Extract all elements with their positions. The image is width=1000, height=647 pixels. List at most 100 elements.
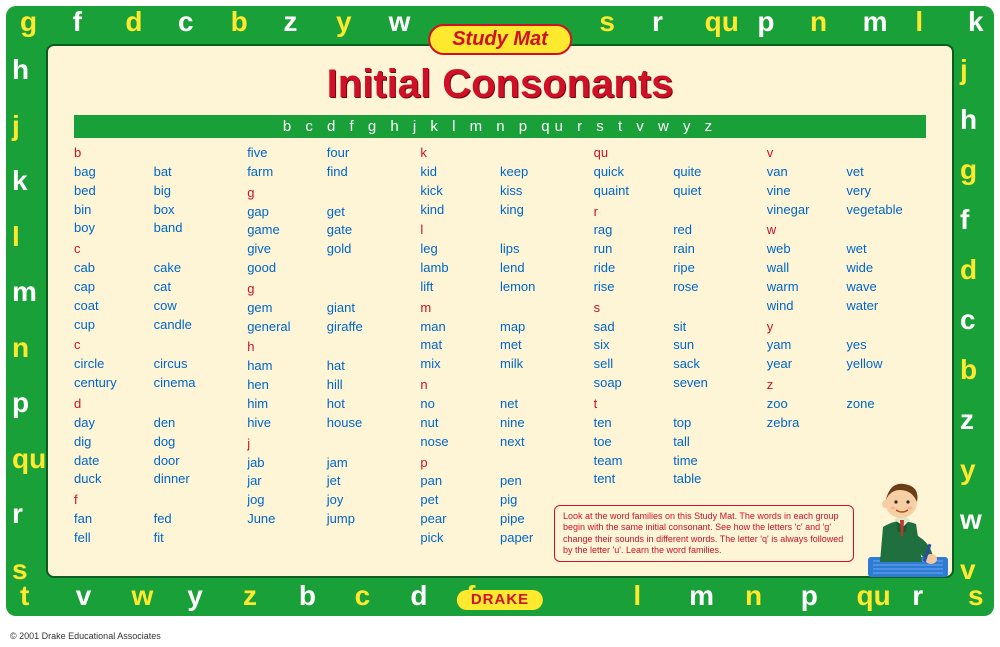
word-row: givegold [247, 240, 406, 259]
word: king [500, 201, 580, 220]
group-letter: b [74, 144, 233, 163]
word-row: matmet [420, 336, 579, 355]
border-letter: f [73, 8, 82, 36]
word: hive [247, 414, 327, 433]
word: rose [673, 278, 753, 297]
word-row: dayden [74, 414, 233, 433]
border-letter: h [960, 106, 977, 134]
word-row: soapseven [594, 374, 753, 393]
border-letter: c [355, 582, 371, 610]
border-letter: t [20, 582, 29, 610]
word: get [327, 203, 407, 222]
letter-group: lleglipslamblendliftlemon [420, 221, 579, 296]
word: rise [594, 278, 674, 297]
word: table [673, 470, 753, 489]
word: met [500, 336, 580, 355]
word: bag [74, 163, 154, 182]
word: farm [247, 163, 327, 182]
word: keep [500, 163, 580, 182]
word: no [420, 395, 500, 414]
border-letter: r [12, 500, 23, 528]
group-letter: l [420, 221, 579, 240]
word-row: quickquite [594, 163, 753, 182]
word: lips [500, 240, 580, 259]
border-letter: y [960, 456, 976, 484]
word: kid [420, 163, 500, 182]
group-letter: j [247, 435, 406, 454]
word-row: zebra [767, 414, 926, 433]
word: tall [673, 433, 753, 452]
word: giant [327, 299, 407, 318]
word-row: yearyellow [767, 355, 926, 374]
word: very [846, 182, 926, 201]
word: wall [767, 259, 847, 278]
word: gate [327, 221, 407, 240]
word-row: hamhat [247, 357, 406, 376]
group-letter: v [767, 144, 926, 163]
word-row: wallwide [767, 259, 926, 278]
word-row: gemgiant [247, 299, 406, 318]
word: nose [420, 433, 500, 452]
word: cow [154, 297, 234, 316]
word: man [420, 318, 500, 337]
letter-group: nnonetnutninenosenext [420, 376, 579, 451]
word-row: manmap [420, 318, 579, 337]
word-row: generalgiraffe [247, 318, 406, 337]
word: giraffe [327, 318, 407, 337]
border-letter: m [863, 8, 888, 36]
border-letter: y [336, 8, 352, 36]
word: century [74, 374, 154, 393]
word [846, 414, 926, 433]
word-row: zoozone [767, 395, 926, 414]
group-letter: c [74, 336, 233, 355]
word: give [247, 240, 327, 259]
border-letter: s [12, 556, 28, 584]
word: ham [247, 357, 327, 376]
group-letter: k [420, 144, 579, 163]
word: joy [327, 491, 407, 510]
word: him [247, 395, 327, 414]
word: sack [673, 355, 753, 374]
word: sad [594, 318, 674, 337]
word: zone [846, 395, 926, 414]
word: cake [154, 259, 234, 278]
border-letter: l [12, 223, 20, 251]
word: bed [74, 182, 154, 201]
word: vinegar [767, 201, 847, 220]
group-letter: g [247, 184, 406, 203]
word-row: mixmilk [420, 355, 579, 374]
column: ququickquitequaintquietrragredrunrainrid… [594, 144, 753, 550]
word: van [767, 163, 847, 182]
word: four [327, 144, 407, 163]
border-letter: l [633, 582, 641, 610]
word-row: coatcow [74, 297, 233, 316]
word: general [247, 318, 327, 337]
word: five [247, 144, 327, 163]
word-row: warmwave [767, 278, 926, 297]
border-letter: f [960, 206, 969, 234]
word-row: toetall [594, 433, 753, 452]
word-row: henhill [247, 376, 406, 395]
word-row: liftlemon [420, 278, 579, 297]
word: big [154, 182, 234, 201]
border-letter: b [231, 8, 248, 36]
group-letter: f [74, 491, 233, 510]
letter-group: zzoozonezebra [767, 376, 926, 433]
word: warm [767, 278, 847, 297]
word: game [247, 221, 327, 240]
border-letter: l [915, 8, 923, 36]
study-mat: gfdcbzywsrqupnmlktvwyzbcdflmnpqurshjklmn… [6, 6, 994, 616]
word-row: runrain [594, 240, 753, 259]
letter-group: bbagbatbedbigbinboxboyband [74, 144, 233, 238]
word: six [594, 336, 674, 355]
border-letter: qu [12, 445, 46, 473]
border-letter: j [12, 112, 20, 140]
word: bat [154, 163, 234, 182]
word: pet [420, 491, 500, 510]
word: sell [594, 355, 674, 374]
group-letter: n [420, 376, 579, 395]
copyright-text: © 2001 Drake Educational Associates [10, 631, 161, 641]
word: soap [594, 374, 674, 393]
border-letter: w [132, 582, 154, 610]
word: gold [327, 240, 407, 259]
